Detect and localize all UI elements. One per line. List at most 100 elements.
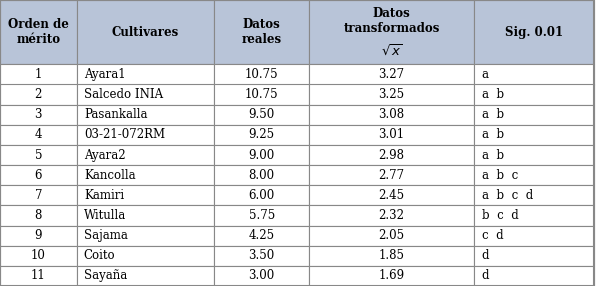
Bar	[214, 105, 309, 125]
Text: a  b: a b	[482, 128, 504, 141]
Text: 1.85: 1.85	[379, 249, 405, 262]
Bar	[0, 205, 76, 226]
Bar	[309, 145, 474, 165]
Text: $\sqrt{x}$: $\sqrt{x}$	[381, 44, 403, 59]
Text: Kamiri: Kamiri	[84, 189, 124, 202]
Bar	[0, 105, 76, 125]
Bar	[309, 64, 474, 84]
Bar	[0, 165, 76, 185]
Text: 3.00: 3.00	[248, 269, 275, 282]
Bar	[214, 84, 309, 105]
Bar	[474, 0, 594, 64]
Bar	[214, 64, 309, 84]
Text: Sajama: Sajama	[84, 229, 128, 242]
Text: 10.75: 10.75	[245, 88, 278, 101]
Text: 3.08: 3.08	[379, 108, 405, 121]
Text: 9.50: 9.50	[248, 108, 275, 121]
Text: Witulla: Witulla	[84, 209, 126, 222]
Text: 4.25: 4.25	[248, 229, 275, 242]
Text: a  b: a b	[482, 88, 504, 101]
Bar	[214, 0, 309, 64]
Bar	[0, 64, 76, 84]
Bar	[0, 226, 76, 246]
Text: 10.75: 10.75	[245, 68, 278, 81]
Bar	[309, 0, 474, 64]
Bar	[76, 84, 214, 105]
Bar	[474, 226, 594, 246]
Text: Orden de
mérito: Orden de mérito	[8, 18, 69, 46]
Text: Salcedo INIA: Salcedo INIA	[84, 88, 163, 101]
Bar	[76, 226, 214, 246]
Bar	[474, 145, 594, 165]
Text: 2.32: 2.32	[379, 209, 405, 222]
Bar	[474, 246, 594, 266]
Bar	[474, 64, 594, 84]
Text: Pasankalla: Pasankalla	[84, 108, 147, 121]
Text: 03-21-072RM: 03-21-072RM	[84, 128, 165, 141]
Text: Coito: Coito	[84, 249, 116, 262]
Bar	[474, 185, 594, 205]
Text: 6.00: 6.00	[248, 189, 275, 202]
Bar	[309, 125, 474, 145]
Text: Ayara1: Ayara1	[84, 68, 125, 81]
Bar	[474, 105, 594, 125]
Text: 5.75: 5.75	[248, 209, 275, 222]
Text: Sig. 0.01: Sig. 0.01	[505, 26, 563, 39]
Text: 3: 3	[34, 108, 42, 121]
Text: Datos
reales: Datos reales	[242, 18, 282, 46]
Text: Kancolla: Kancolla	[84, 169, 135, 182]
Bar	[0, 0, 76, 64]
Text: 9: 9	[34, 229, 42, 242]
Text: Sayaña: Sayaña	[84, 269, 127, 282]
Bar	[309, 266, 474, 286]
Text: b  c  d: b c d	[482, 209, 518, 222]
Text: a  b  c: a b c	[482, 169, 518, 182]
Bar	[0, 185, 76, 205]
Text: 3.25: 3.25	[379, 88, 405, 101]
Text: Datos
transformados: Datos transformados	[343, 7, 440, 35]
Bar	[214, 145, 309, 165]
Text: 2.98: 2.98	[379, 148, 405, 162]
Text: 1.69: 1.69	[379, 269, 405, 282]
Bar	[474, 84, 594, 105]
Bar	[76, 266, 214, 286]
Text: Ayara2: Ayara2	[84, 148, 125, 162]
Text: 2.77: 2.77	[379, 169, 405, 182]
Bar	[76, 125, 214, 145]
Text: 3.01: 3.01	[379, 128, 405, 141]
Text: 3.50: 3.50	[248, 249, 275, 262]
Text: a: a	[482, 68, 488, 81]
Bar	[0, 125, 76, 145]
Bar	[76, 205, 214, 226]
Text: 9.00: 9.00	[248, 148, 275, 162]
Text: 6: 6	[34, 169, 42, 182]
Bar	[474, 205, 594, 226]
Bar	[309, 205, 474, 226]
Bar	[214, 165, 309, 185]
Text: c  d: c d	[482, 229, 503, 242]
Text: 8.00: 8.00	[248, 169, 275, 182]
Text: 9.25: 9.25	[248, 128, 275, 141]
Bar	[214, 226, 309, 246]
Bar	[309, 246, 474, 266]
Bar	[0, 266, 76, 286]
Text: 10: 10	[31, 249, 46, 262]
Bar	[309, 185, 474, 205]
Text: 8: 8	[34, 209, 42, 222]
Text: a  b  c  d: a b c d	[482, 189, 533, 202]
Text: Cultivares: Cultivares	[112, 26, 179, 39]
Text: d: d	[482, 269, 489, 282]
Bar	[214, 185, 309, 205]
Text: a  b: a b	[482, 148, 504, 162]
Text: 1: 1	[34, 68, 42, 81]
Bar	[474, 266, 594, 286]
Bar	[474, 165, 594, 185]
Bar	[76, 165, 214, 185]
Bar	[76, 64, 214, 84]
Bar	[309, 84, 474, 105]
Bar	[309, 105, 474, 125]
Text: a  b: a b	[482, 108, 504, 121]
Bar	[474, 125, 594, 145]
Bar	[309, 226, 474, 246]
Bar	[0, 246, 76, 266]
